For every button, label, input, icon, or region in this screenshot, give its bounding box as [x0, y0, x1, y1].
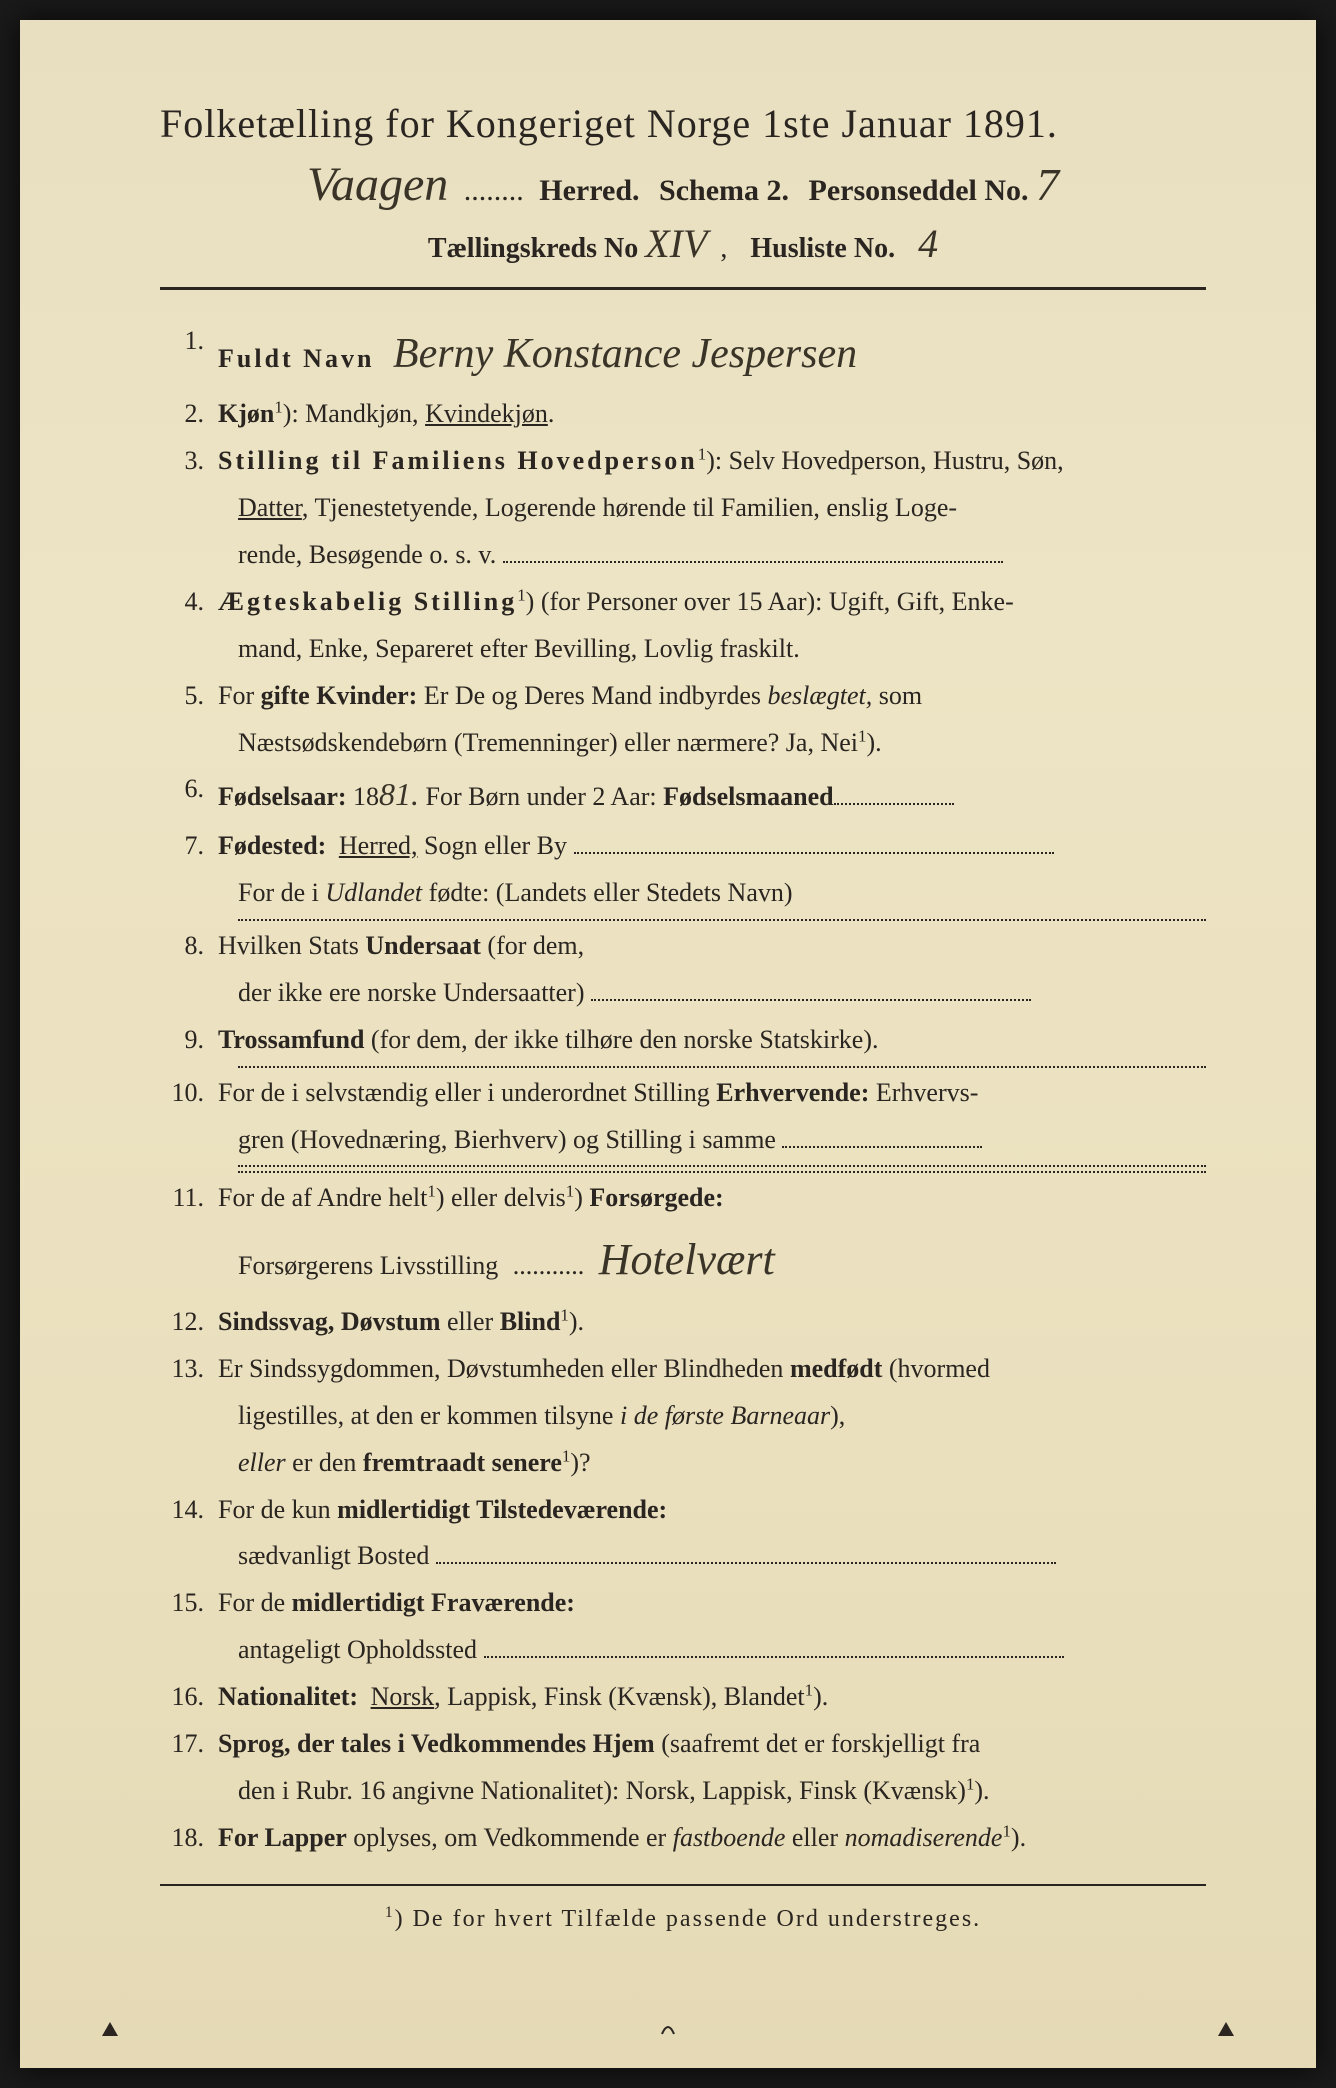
- item-3-cont1: Datter, Tjenestetyende, Logerende hørend…: [238, 487, 1206, 530]
- item-15-cont: antageligt Opholdssted: [238, 1629, 1206, 1672]
- herred-underlined: Herred,: [339, 831, 418, 860]
- herred-label: Herred.: [539, 174, 639, 207]
- kreds-label: Tællingskreds No: [428, 233, 638, 264]
- item-5-cont: Næstsødskendebørn (Tremenninger) eller n…: [238, 722, 1206, 765]
- item-11: 11. For de af Andre helt1) eller delvis1…: [160, 1177, 1206, 1220]
- corner-mark-left-icon: [100, 2018, 120, 2038]
- item-11-cont: Forsørgerens Livsstilling ........... Ho…: [238, 1224, 1206, 1297]
- schema-label: Schema 2.: [659, 174, 789, 207]
- year-handwritten: 81.: [379, 776, 419, 812]
- personseddel-label: Personseddel No.: [809, 174, 1029, 207]
- item-1: 1. Fuldt Navn Berny Konstance Jespersen: [160, 320, 1206, 389]
- item-5: 5. For gifte Kvinder: Er De og Deres Man…: [160, 675, 1206, 718]
- footnote-divider: [160, 1884, 1206, 1886]
- husliste-label: Husliste No.: [750, 233, 895, 264]
- item-13: 13. Er Sindssygdommen, Døvstumheden elle…: [160, 1348, 1206, 1391]
- item-7: 7. Fødested: Herred, Sogn eller By: [160, 825, 1206, 868]
- item-14: 14. For de kun midlertidigt Tilstedevære…: [160, 1489, 1206, 1532]
- item-4-cont: mand, Enke, Separeret efter Bevilling, L…: [238, 628, 1206, 671]
- norsk-underlined: Norsk: [371, 1682, 435, 1711]
- item-15: 15. For de midlertidigt Fraværende:: [160, 1582, 1206, 1625]
- item-13-cont2: eller er den fremtraadt senere1)?: [238, 1442, 1206, 1485]
- kvindekjon-underlined: Kvindekjøn: [425, 399, 548, 428]
- person-no-handwritten: 7: [1036, 159, 1059, 210]
- corner-mark-center-icon: [658, 2018, 678, 2038]
- item-8: 8. Hvilken Stats Undersaat (for dem,: [160, 925, 1206, 968]
- item-10-dots1: [238, 1165, 1206, 1167]
- footnote: 1) De for hvert Tilfælde passende Ord un…: [160, 1904, 1206, 1933]
- item-16: 16. Nationalitet: Norsk, Lappisk, Finsk …: [160, 1676, 1206, 1719]
- item-9-dots: [238, 1066, 1206, 1068]
- name-handwritten: Berny Konstance Jespersen: [393, 331, 857, 377]
- item-7-dots: [238, 919, 1206, 921]
- corner-mark-right-icon: [1216, 2018, 1236, 2038]
- item-17: 17. Sprog, der tales i Vedkommendes Hjem…: [160, 1723, 1206, 1766]
- header-block: Folketælling for Kongeriget Norge 1ste J…: [160, 100, 1206, 267]
- item-10-cont: gren (Hovednæring, Bierhverv) og Stillin…: [238, 1119, 1206, 1162]
- item-3: 3. Stilling til Familiens Hovedperson1):…: [160, 440, 1206, 483]
- item-10: 10. For de i selvstændig eller i underor…: [160, 1072, 1206, 1115]
- item-2: 2. Kjøn1): Mandkjøn, Kvindekjøn.: [160, 393, 1206, 436]
- livsstilling-handwritten: Hotelvært: [599, 1235, 775, 1284]
- item-7-cont: For de i Udlandet fødte: (Landets eller …: [238, 872, 1206, 915]
- header-line-2: Vaagen ........ Herred. Schema 2. Person…: [160, 157, 1206, 212]
- item-4: 4. Ægteskabelig Stilling1) (for Personer…: [160, 581, 1206, 624]
- datter-underlined: Datter: [238, 493, 302, 522]
- item-12: 12. Sindssvag, Døvstum eller Blind1).: [160, 1301, 1206, 1344]
- fuldt-navn-label: Fuldt Navn: [218, 344, 374, 373]
- main-title: Folketælling for Kongeriget Norge 1ste J…: [160, 100, 1206, 147]
- header-divider: [160, 287, 1206, 290]
- item-9: 9. Trossamfund (for dem, der ikke tilhør…: [160, 1019, 1206, 1062]
- census-form-page: Folketælling for Kongeriget Norge 1ste J…: [20, 20, 1316, 2068]
- item-17-cont: den i Rubr. 16 angivne Nationalitet): No…: [238, 1770, 1206, 1813]
- item-8-cont: der ikke ere norske Undersaatter): [238, 972, 1206, 1015]
- item-18: 18. For Lapper oplyses, om Vedkommende e…: [160, 1817, 1206, 1860]
- kreds-handwritten: XIV: [645, 221, 707, 266]
- item-10-dots2: [238, 1171, 1206, 1173]
- item-14-cont: sædvanligt Bosted: [238, 1535, 1206, 1578]
- item-6: 6. Fødselsaar: 1881. For Børn under 2 Aa…: [160, 768, 1206, 821]
- item-3-cont2: rende, Besøgende o. s. v.: [238, 534, 1206, 577]
- header-line-3: Tællingskreds No XIV , Husliste No. 4: [160, 220, 1206, 267]
- item-13-cont1: ligestilles, at den er kommen tilsyne i …: [238, 1395, 1206, 1438]
- husliste-handwritten: 4: [918, 221, 938, 266]
- herred-handwritten: Vaagen: [307, 158, 448, 211]
